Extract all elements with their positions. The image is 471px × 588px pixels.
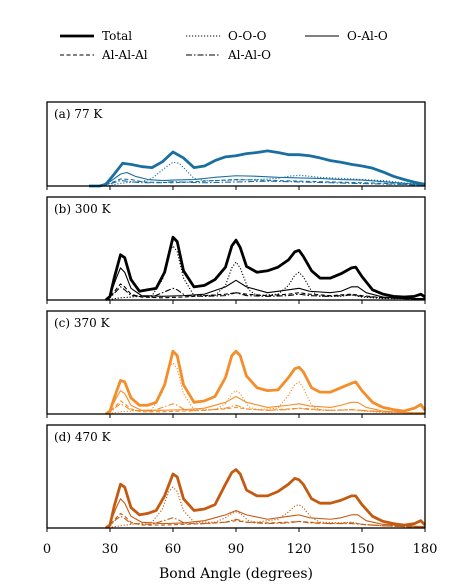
series-al-al-al-panel-1 [99,178,426,187]
series-total-panel-3 [105,349,427,416]
panel-label-4: (d) 470 K [54,430,112,444]
series-al-al-o-panel-1 [99,180,426,187]
x-tick-label-30: 30 [102,542,119,557]
series-o-al-o-panel-2 [105,267,425,301]
x-axis-title: Bond Angle (degrees) [159,566,313,582]
legend-label-al-al-o: Al-Al-O [227,48,271,62]
legend: Total O-O-O O-Al-O Al-Al-Al Al-Al-O [60,29,388,62]
panel-4: (d) 470 K [46,424,427,532]
series-al-al-al-panel-3 [105,400,426,415]
series-o-o-o-panel-3 [105,362,426,415]
legend-label-total: Total [102,29,132,43]
x-tick-label-150: 150 [350,542,375,557]
series-o-al-o-panel-3 [105,390,425,415]
panel-2: (b) 300 K [46,196,426,304]
legend-label-al-al-al: Al-Al-Al [101,48,148,62]
series-o-o-o-panel-4 [105,486,426,529]
series-total-panel-2 [104,235,426,302]
series-al-al-o-panel-2 [105,286,426,301]
x-tick-label-0: 0 [43,542,51,557]
series-al-al-al-panel-2 [105,283,426,301]
series-al-al-o-panel-4 [105,515,426,529]
series-o-o-o-panel-1 [99,161,426,187]
x-tick-label-90: 90 [228,542,245,557]
series-al-al-al-panel-4 [105,512,426,529]
series-al-al-o-panel-3 [105,403,426,415]
series-total-panel-4 [105,468,427,530]
panel-frame-1 [46,101,426,187]
panel-label-2: (b) 300 K [54,202,112,216]
series-o-al-o-panel-4 [105,498,426,529]
x-tick-label-60: 60 [165,542,182,557]
legend-label-o-al-o: O-Al-O [347,29,388,43]
series-o-al-o-panel-1 [99,171,426,187]
x-tick-label-120: 120 [287,542,312,557]
x-axis: 0 30 60 90 120 150 180 Bond Angle (degrees) [43,542,438,582]
panel-label-3: (c) 370 K [54,316,111,330]
x-tick-label-180: 180 [413,542,438,557]
series-o-o-o-panel-2 [105,245,426,301]
legend-label-o-o-o: O-O-O [228,29,267,43]
series-total-panel-1 [89,149,426,188]
panel-label-1: (a) 77 K [54,107,103,121]
panel-1: (a) 77 K [46,101,426,190]
panel-3: (c) 370 K [46,310,427,418]
